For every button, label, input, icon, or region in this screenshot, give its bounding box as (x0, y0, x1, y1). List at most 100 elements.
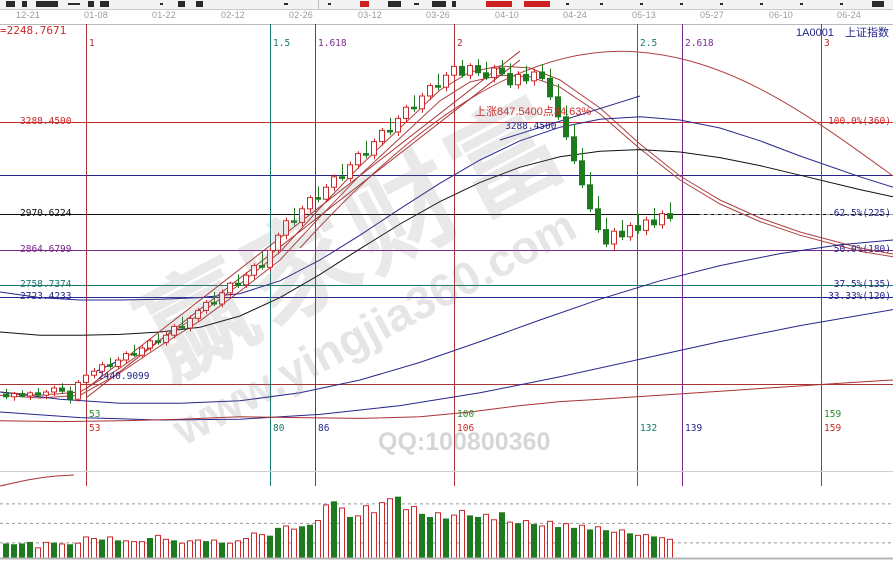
volume-bar[interactable] (67, 544, 73, 559)
volume-bar[interactable] (283, 525, 289, 559)
volume-bar[interactable] (347, 516, 353, 559)
volume-bar[interactable] (11, 544, 17, 559)
volume-bar[interactable] (267, 535, 273, 559)
volume-chart-canvas[interactable] (0, 472, 893, 566)
dot-icon[interactable] (452, 1, 456, 7)
volume-bar[interactable] (611, 531, 617, 559)
candlestick[interactable] (235, 274, 241, 288)
volume-bar[interactable] (627, 533, 633, 559)
tick4-icon[interactable] (680, 3, 683, 5)
candlestick[interactable] (595, 196, 601, 233)
volume-bar[interactable] (211, 539, 217, 559)
volume-bar[interactable] (235, 540, 241, 559)
volume-bar[interactable] (451, 514, 457, 559)
volume-bar[interactable] (619, 529, 625, 559)
volume-bar[interactable] (307, 524, 313, 559)
channel-tool-icon[interactable] (100, 1, 109, 7)
candlestick[interactable] (635, 213, 641, 234)
tick-icon[interactable] (566, 3, 569, 5)
candlestick[interactable] (491, 64, 497, 83)
tick3-icon[interactable] (640, 3, 643, 5)
candlestick[interactable] (3, 388, 9, 400)
candlestick[interactable] (419, 92, 425, 113)
volume-bar[interactable] (571, 527, 577, 559)
candlestick[interactable] (211, 292, 217, 307)
volume-bar[interactable] (123, 540, 129, 559)
candlestick[interactable] (443, 72, 449, 92)
volume-bar[interactable] (339, 507, 345, 559)
candlestick[interactable] (507, 63, 513, 88)
volume-bar[interactable] (427, 516, 433, 559)
volume-bar[interactable] (435, 512, 441, 559)
tick7-icon[interactable] (800, 3, 803, 5)
candlestick[interactable] (171, 324, 177, 339)
volume-bar[interactable] (563, 523, 569, 559)
volume-bar[interactable] (291, 528, 297, 559)
volume-bar[interactable] (315, 520, 321, 559)
candlestick[interactable] (579, 148, 585, 188)
candlestick[interactable] (147, 338, 153, 352)
volume-bar[interactable] (475, 516, 481, 559)
volume-bar[interactable] (139, 541, 145, 559)
candlestick[interactable] (267, 248, 273, 272)
candlestick[interactable] (115, 356, 121, 370)
volume-bar[interactable] (195, 539, 201, 559)
volume-bar[interactable] (579, 524, 585, 559)
volume-bar[interactable] (587, 529, 593, 559)
volume-bar[interactable] (395, 496, 401, 559)
candlestick[interactable] (283, 217, 289, 240)
candlestick[interactable] (43, 389, 49, 400)
volume-bar[interactable] (411, 506, 417, 559)
candlestick[interactable] (483, 61, 489, 80)
volume-bar[interactable] (635, 534, 641, 559)
close-icon[interactable] (872, 1, 884, 7)
candlestick[interactable] (627, 222, 633, 241)
volume-bar[interactable] (131, 541, 137, 559)
cursor-tool-icon[interactable] (6, 1, 15, 7)
volume-bar[interactable] (331, 501, 337, 559)
candlestick[interactable] (531, 68, 537, 86)
tick5-icon[interactable] (720, 3, 723, 5)
volume-bar[interactable] (259, 534, 265, 559)
crosshair-tool-icon[interactable] (22, 1, 27, 7)
volume-bar[interactable] (59, 543, 65, 559)
volume-bar[interactable] (27, 541, 33, 559)
volume-bar[interactable] (35, 547, 41, 559)
volume-bar[interactable] (355, 515, 361, 559)
candlestick[interactable] (523, 65, 529, 84)
candlestick[interactable] (499, 60, 505, 76)
fib-tool-icon[interactable] (178, 1, 185, 7)
candlestick[interactable] (243, 272, 249, 288)
candlestick[interactable] (651, 208, 657, 228)
draw-red-icon[interactable] (360, 1, 369, 7)
volume-bar[interactable] (483, 513, 489, 559)
red-bar2-icon[interactable] (524, 1, 550, 7)
candlestick[interactable] (83, 372, 89, 385)
candlestick[interactable] (315, 186, 321, 203)
candlestick[interactable] (643, 216, 649, 236)
candlestick[interactable] (99, 362, 105, 375)
candlestick[interactable] (107, 357, 113, 369)
candlestick[interactable] (195, 308, 201, 322)
volume-bar[interactable] (443, 518, 449, 559)
candlestick[interactable] (571, 124, 577, 164)
volume-bar[interactable] (43, 541, 49, 559)
volume-bar[interactable] (203, 541, 209, 559)
volume-bar[interactable] (243, 538, 249, 559)
tick6-icon[interactable] (760, 3, 763, 5)
candlestick[interactable] (67, 386, 73, 404)
volume-bar[interactable] (419, 513, 425, 559)
candlestick[interactable] (51, 385, 57, 396)
volume-bar[interactable] (667, 538, 673, 559)
dash-icon[interactable] (414, 3, 419, 5)
candlestick[interactable] (475, 59, 481, 76)
candlestick[interactable] (403, 104, 409, 123)
candlestick[interactable] (555, 84, 561, 120)
candlestick[interactable] (467, 63, 473, 80)
volume-bar[interactable] (603, 530, 609, 559)
volume-bar[interactable] (403, 509, 409, 559)
candlestick[interactable] (411, 95, 417, 112)
candlestick[interactable] (59, 383, 65, 394)
volume-bar[interactable] (251, 532, 257, 559)
candlestick[interactable] (163, 332, 169, 346)
